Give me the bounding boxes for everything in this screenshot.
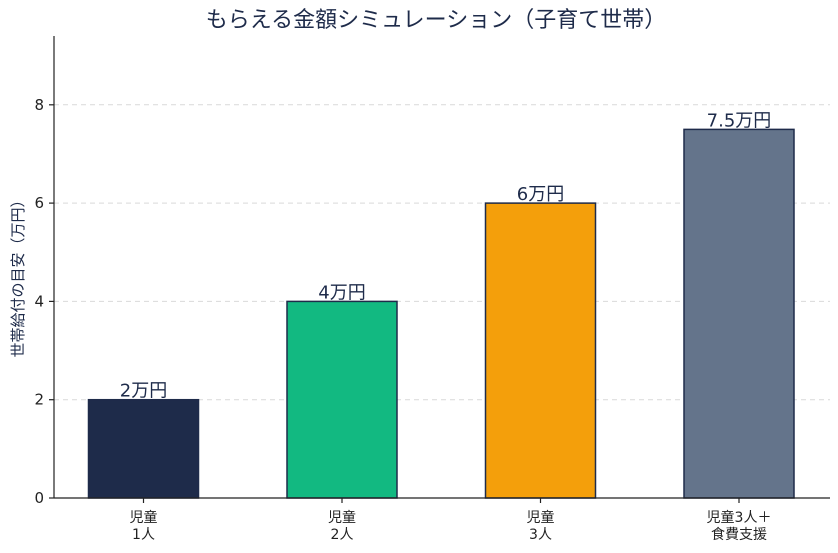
x-tick-label: 3人 (529, 527, 552, 543)
bar (286, 300, 398, 499)
data-label: 6万円 (517, 184, 564, 205)
x-tick-label: 児童 (130, 509, 158, 526)
data-label: 7.5万円 (707, 110, 772, 131)
x-tick-label: 食費支援 (711, 526, 767, 543)
data-labels: 2万円 4万円 6万円 7.5万円 (120, 110, 772, 401)
bar (87, 398, 200, 499)
chart-title: もらえる金額シミュレーション（子育て世帯） (206, 8, 666, 33)
y-tick-label: 6 (34, 194, 44, 212)
y-tick-label: 8 (34, 96, 44, 114)
x-tick-label: 児童3人＋ (707, 509, 772, 526)
y-axis-label: 世帯給付の目安（万円） (9, 192, 27, 357)
x-tick-label: 1人 (132, 527, 155, 543)
bar (683, 128, 795, 499)
y-tick-label: 4 (34, 292, 44, 310)
y-tick-label: 2 (34, 391, 44, 409)
x-tick-label: 2人 (331, 527, 354, 543)
x-tick-label: 児童 (527, 509, 555, 526)
bar (484, 202, 597, 499)
data-label: 2万円 (120, 381, 167, 402)
data-label: 4万円 (318, 282, 365, 303)
x-tick-label: 児童 (328, 509, 356, 526)
y-tick-labels: 0 2 4 6 8 (34, 96, 54, 507)
y-tick-label: 0 (34, 489, 44, 507)
bars (87, 128, 795, 499)
